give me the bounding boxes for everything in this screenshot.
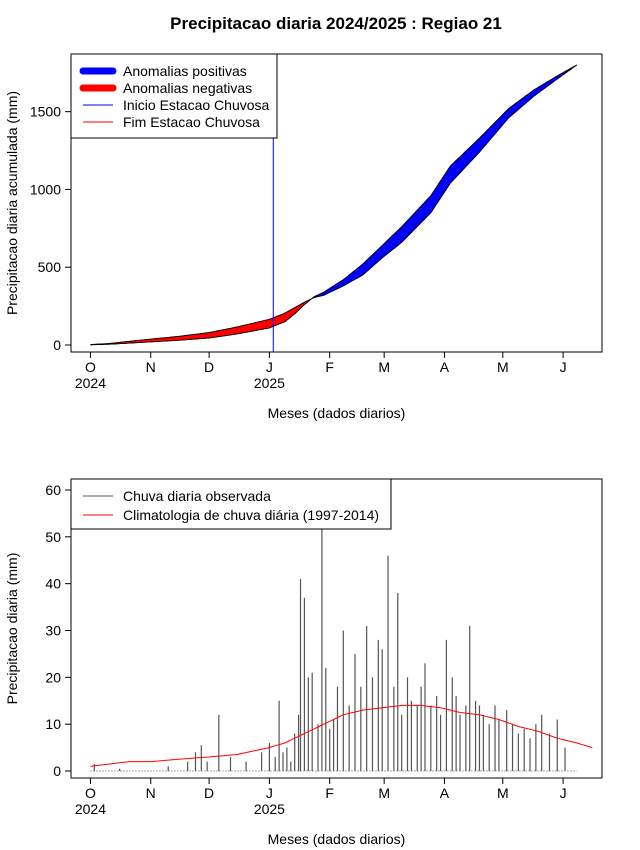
y-tick-label: 30 <box>45 623 61 639</box>
climatology-cumulative-line <box>90 64 577 345</box>
y-tick-label: 20 <box>45 669 61 685</box>
legend-label: Chuva diaria observada <box>123 488 271 504</box>
y-tick-label: 50 <box>45 529 61 545</box>
x-tick-year-label: 2024 <box>75 801 106 817</box>
x-axis-label: Meses (dados diarios) <box>268 405 406 421</box>
x-tick-label: J <box>266 785 273 801</box>
x-axis-label: Meses (dados diarios) <box>268 831 406 847</box>
y-tick-label: 500 <box>38 259 62 275</box>
x-tick-label: N <box>146 785 156 801</box>
y-axis-label: Precipitacao diaria (mm) <box>4 553 20 705</box>
x-tick-label: M <box>497 785 509 801</box>
x-tick-label: N <box>146 359 156 375</box>
legend-label: Anomalias negativas <box>123 80 252 96</box>
y-tick-label: 40 <box>45 576 61 592</box>
climatology-daily-line <box>90 704 593 767</box>
x-tick-label: M <box>378 785 390 801</box>
x-tick-year-label: 2024 <box>75 375 106 391</box>
y-tick-label: 0 <box>53 763 61 779</box>
x-tick-label: F <box>325 785 334 801</box>
x-tick-label: J <box>560 359 567 375</box>
legend-box-bottom <box>70 478 392 530</box>
chart-title: Precipitacao diaria 2024/2025 : Regiao 2… <box>170 14 502 33</box>
y-tick-label: 0 <box>53 337 61 353</box>
legend-label: Climatologia de chuva diária (1997-2014) <box>123 507 379 523</box>
plot-frame-1 <box>70 53 603 353</box>
legend-label: Inicio Estacao Chuvosa <box>123 97 270 113</box>
x-tick-label: M <box>497 359 509 375</box>
x-tick-label: O <box>85 359 96 375</box>
observed-cumulative-line <box>90 64 577 346</box>
x-tick-year-label: 2025 <box>254 375 285 391</box>
x-tick-label: D <box>204 785 214 801</box>
x-tick-label: J <box>560 785 567 801</box>
x-tick-label: J <box>266 359 273 375</box>
y-tick-label: 10 <box>45 716 61 732</box>
x-tick-label: F <box>325 359 334 375</box>
x-tick-label: D <box>204 359 214 375</box>
y-tick-label: 1000 <box>30 181 61 197</box>
x-tick-label: O <box>85 785 96 801</box>
legend-label: Fim Estacao Chuvosa <box>123 114 260 130</box>
y-tick-label: 60 <box>45 482 61 498</box>
x-tick-label: A <box>440 359 450 375</box>
x-tick-label: A <box>440 785 450 801</box>
x-tick-label: M <box>378 359 390 375</box>
y-axis-label: Precipitacao diaria acumulada (mm) <box>4 91 20 315</box>
y-tick-label: 1500 <box>30 104 61 120</box>
legend-label: Anomalias positivas <box>123 63 247 79</box>
x-tick-year-label: 2025 <box>254 801 285 817</box>
